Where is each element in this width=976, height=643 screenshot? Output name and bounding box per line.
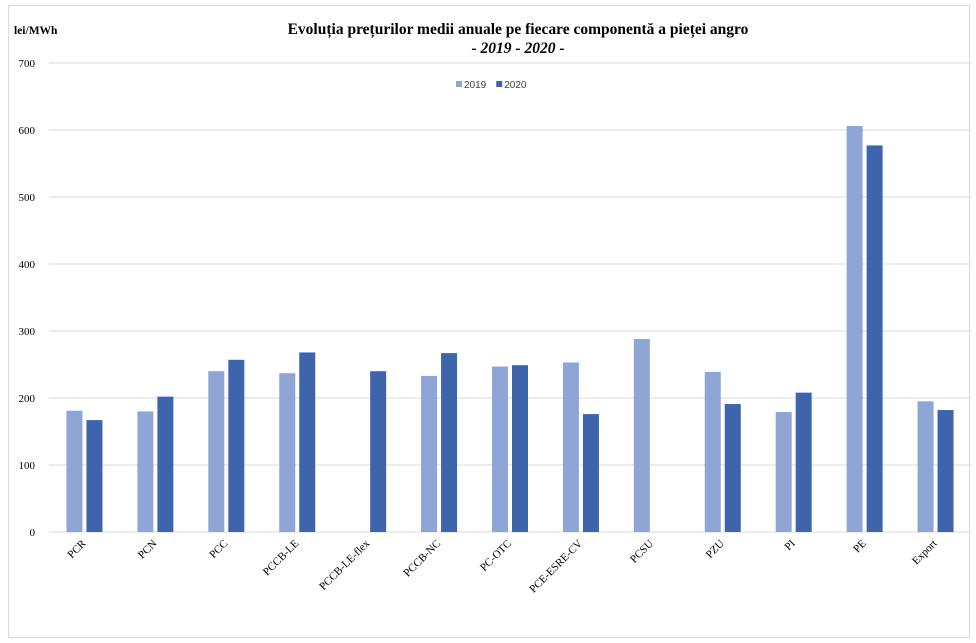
- x-tick-labels: PCR PCN PCC PCCB-LE PCCB-LE-flex PCCB-NC PC-OT…: [65, 537, 939, 595]
- legend-label: 2019: [464, 80, 487, 91]
- bar-2019: [137, 411, 153, 532]
- bar-2019: [918, 401, 934, 532]
- bar-2020: [867, 145, 883, 532]
- bar-2019: [847, 126, 863, 532]
- y-tick-label: 400: [19, 259, 36, 271]
- y-axis-unit-label: lei/MWh: [14, 25, 58, 37]
- chart-title: Evoluția prețurilor medii anuale pe fiec…: [288, 21, 749, 38]
- x-tick-label: PCR: [65, 537, 89, 561]
- bar-2020: [299, 352, 315, 532]
- chart-subtitle: - 2019 - 2020 -: [472, 40, 565, 57]
- y-tick-label: 700: [19, 58, 36, 70]
- x-tick-label: PCC: [207, 538, 230, 561]
- x-tick-label: PCN: [136, 538, 160, 562]
- bar-2020: [370, 371, 386, 532]
- legend-swatch: [496, 81, 502, 87]
- y-tick-label: 200: [19, 393, 36, 405]
- grid-lines: [49, 63, 971, 532]
- y-tick-label: 600: [19, 125, 36, 137]
- x-tick-label: PCE-ESRE-CV: [527, 538, 585, 596]
- bar-2019: [421, 376, 437, 532]
- x-tick-label: PCCB-LE: [261, 537, 302, 578]
- legend-swatch: [456, 81, 462, 87]
- bar-2019: [634, 339, 650, 532]
- bar-2019: [776, 412, 792, 532]
- chart-svg: Evoluția prețurilor medii anuale pe fiec…: [9, 6, 971, 639]
- x-tick-label: PCSU: [628, 538, 656, 566]
- y-tick-label: 300: [19, 326, 36, 338]
- x-tick-label: PZU: [704, 538, 727, 561]
- x-tick-label: PCCB-LE-flex: [317, 537, 373, 593]
- bar-2020: [157, 397, 173, 532]
- bars: [66, 126, 953, 532]
- x-tick-label: Export: [910, 538, 940, 568]
- bar-2020: [441, 353, 457, 532]
- x-tick-label: PC-OTC: [478, 538, 514, 574]
- x-tick-label: PCCB-NC: [401, 538, 443, 580]
- x-tick-label: PE: [851, 537, 869, 555]
- y-tick-label: 100: [19, 460, 36, 472]
- y-tick-label: 0: [30, 527, 36, 539]
- bar-2019: [279, 373, 295, 532]
- bar-2020: [228, 360, 244, 532]
- bar-2020: [725, 404, 741, 532]
- legend-label: 2020: [504, 80, 527, 91]
- bar-2020: [938, 410, 954, 532]
- legend: 2019 2020: [456, 80, 527, 91]
- bar-2020: [86, 420, 102, 532]
- chart-frame: Evoluția prețurilor medii anuale pe fiec…: [8, 5, 970, 638]
- bar-2019: [563, 362, 579, 532]
- y-tick-labels: 0 100 200 300 400 500 600 700: [19, 58, 36, 539]
- bar-2019: [492, 367, 508, 532]
- bar-2019: [66, 411, 82, 532]
- bar-2020: [512, 365, 528, 532]
- bar-2020: [583, 414, 599, 532]
- bar-2019: [208, 371, 224, 532]
- bar-2020: [796, 393, 812, 532]
- x-tick-label: PI: [782, 537, 798, 553]
- y-tick-label: 500: [19, 192, 36, 204]
- bar-2019: [705, 372, 721, 532]
